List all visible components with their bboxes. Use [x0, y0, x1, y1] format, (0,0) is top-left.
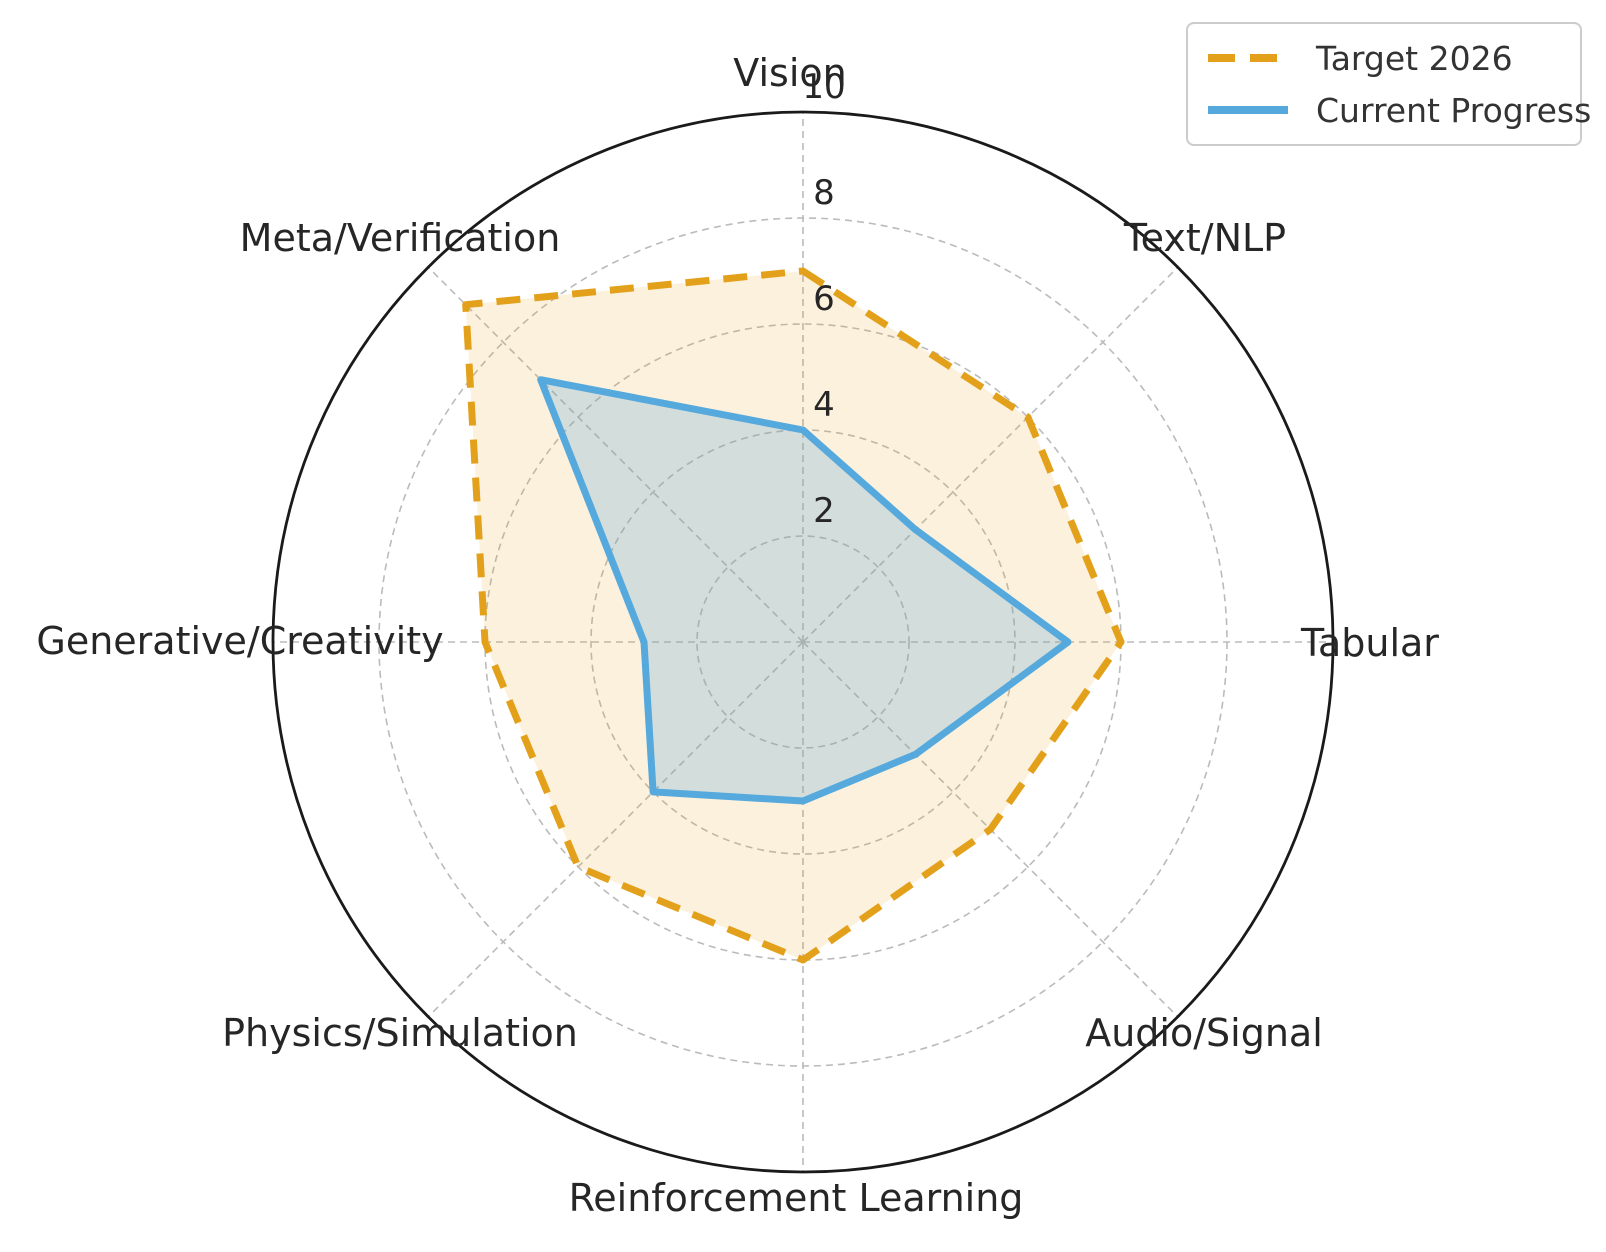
axis-label-tabular: Tabular	[1300, 621, 1439, 665]
axis-label-physics-simulation: Physics/Simulation	[222, 1011, 578, 1055]
radial-tick-label-4: 4	[813, 385, 835, 425]
legend-label-current: Current Progress	[1316, 90, 1592, 130]
grid-circle-2	[696, 535, 910, 749]
radial-tick-label-2: 2	[813, 491, 835, 531]
dashed-line-sample-icon	[1208, 54, 1288, 62]
axis-label-generative-creativity: Generative/Creativity	[36, 619, 443, 663]
radial-tick-label-10: 10	[802, 67, 845, 107]
series-fill-current-progress	[540, 379, 1068, 801]
series-line-target-2026	[462, 267, 1125, 964]
spoke-physics-simulation	[427, 641, 804, 1018]
solid-line-sample-icon	[1208, 106, 1288, 114]
series-fill-target-2026	[465, 271, 1121, 960]
radial-tick-label-6: 6	[813, 279, 835, 319]
spoke-text-nlp	[802, 266, 1179, 643]
legend-label-target: Target 2026	[1316, 38, 1513, 78]
axis-label-reinforcement-learning: Reinforcement Learning	[569, 1176, 1024, 1220]
legend-item-target-2026: Target 2026	[1206, 36, 1562, 80]
axis-label-vision: Vision	[733, 51, 846, 95]
legend-item-current-progress: Current Progress	[1206, 88, 1591, 132]
axis-label-text-nlp: Text/NLP	[1123, 216, 1286, 260]
spoke-meta-verification	[427, 266, 804, 643]
outer-circle	[271, 110, 1335, 1174]
legend: Target 2026 Current Progress	[1186, 22, 1591, 146]
axis-label-meta-verification: Meta/Verification	[240, 216, 561, 260]
series-line-current-progress	[537, 376, 1072, 805]
radial-tick-label-8: 8	[813, 173, 835, 213]
axis-label-audio-signal: Audio/Signal	[1085, 1011, 1323, 1055]
